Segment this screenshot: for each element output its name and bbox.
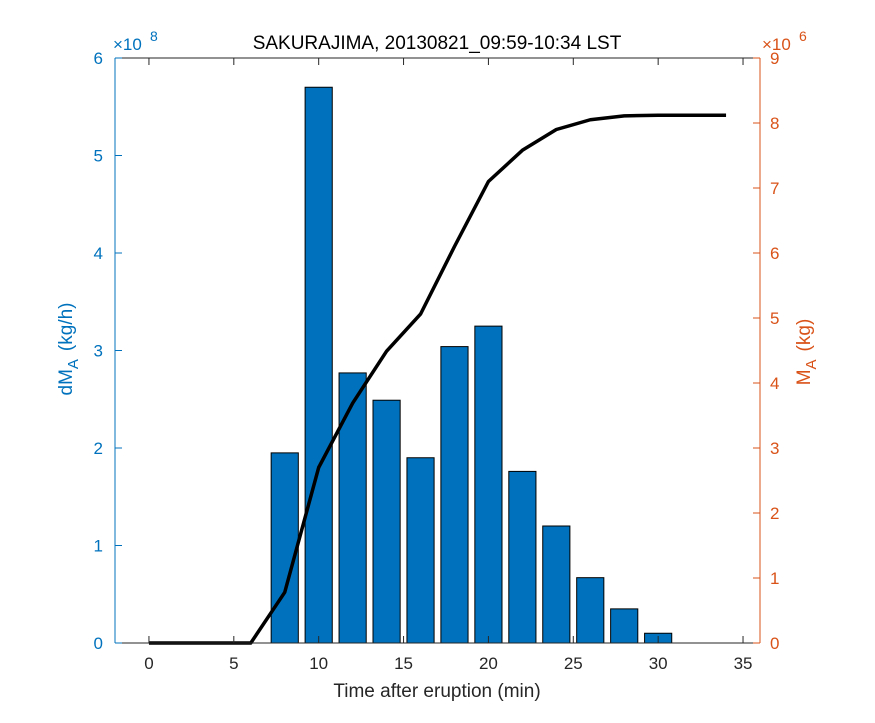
bar xyxy=(576,577,605,644)
svg-text:MA(kg): MA (kg) xyxy=(794,319,820,386)
x-tick-label: 5 xyxy=(229,654,238,673)
x-tick-label: 20 xyxy=(479,654,498,673)
left-y-label-main: dM xyxy=(56,369,77,395)
right-y-label-sub: A xyxy=(803,359,820,369)
bar xyxy=(542,525,571,644)
left-y-tick-label: 3 xyxy=(94,342,103,361)
left-multiplier-exponent: 8 xyxy=(150,28,158,44)
bar xyxy=(440,346,469,644)
bar xyxy=(474,325,503,644)
left-multiplier-base: ×10 xyxy=(113,35,142,54)
left-y-tick-label: 5 xyxy=(94,147,103,166)
left-y-tick-label: 2 xyxy=(94,439,103,458)
right-y-tick-label: 7 xyxy=(770,179,779,198)
right-y-tick-label: 5 xyxy=(770,309,779,328)
right-axis-multiplier: ×10 6 xyxy=(762,28,807,54)
right-y-tick-label: 2 xyxy=(770,504,779,523)
right-y-label-unit: (kg) xyxy=(794,319,815,352)
right-multiplier-exponent: 6 xyxy=(799,28,807,44)
left-y-tick-label: 0 xyxy=(94,634,103,653)
right-y-label-main: M xyxy=(794,369,815,385)
left-y-label-unit: (kg/h) xyxy=(56,303,77,352)
left-y-label-sub: A xyxy=(65,359,82,369)
bar xyxy=(270,452,299,644)
right-y-tick-label: 1 xyxy=(770,569,779,588)
right-y-tick-label: 3 xyxy=(770,439,779,458)
svg-text:dMA(kg/h): dMA (kg/h) xyxy=(56,303,82,396)
left-axis-multiplier: ×10 8 xyxy=(113,28,158,54)
bar xyxy=(508,470,537,644)
right-y-tick-label: 4 xyxy=(770,374,779,393)
right-multiplier-base: ×10 xyxy=(762,35,791,54)
right-y-tick-label: 9 xyxy=(770,49,779,68)
x-tick-label: 25 xyxy=(564,654,583,673)
bar xyxy=(304,86,333,644)
x-tick-label: 30 xyxy=(649,654,668,673)
x-tick-label: 0 xyxy=(144,654,153,673)
x-axis-label: Time after eruption (min) xyxy=(333,681,540,702)
bar xyxy=(406,457,435,644)
left-y-axis-label: dMA (kg/h) xyxy=(56,303,82,396)
left-y-tick-label: 4 xyxy=(94,244,103,263)
bar xyxy=(338,372,367,644)
right-y-tick-label: 6 xyxy=(770,244,779,263)
tick-layer: 0 5 10 15 20 25 30 35 0 1 2 3 4 5 6 0 1 2 3 4 5 6 7 8 9 xyxy=(94,49,780,673)
bar-series xyxy=(270,86,673,644)
left-y-tick-label: 1 xyxy=(94,537,103,556)
bar xyxy=(610,608,639,644)
right-y-axis-label: MA (kg) xyxy=(794,319,820,386)
x-tick-label: 35 xyxy=(734,654,753,673)
chart-title: SAKURAJIMA, 20130821_09:59-10:34 LST xyxy=(253,33,622,54)
bar xyxy=(372,399,401,644)
right-y-tick-label: 0 xyxy=(770,634,779,653)
left-y-tick-label: 6 xyxy=(94,49,103,68)
right-y-tick-label: 8 xyxy=(770,114,779,133)
x-tick-label: 15 xyxy=(394,654,413,673)
x-tick-label: 10 xyxy=(309,654,328,673)
